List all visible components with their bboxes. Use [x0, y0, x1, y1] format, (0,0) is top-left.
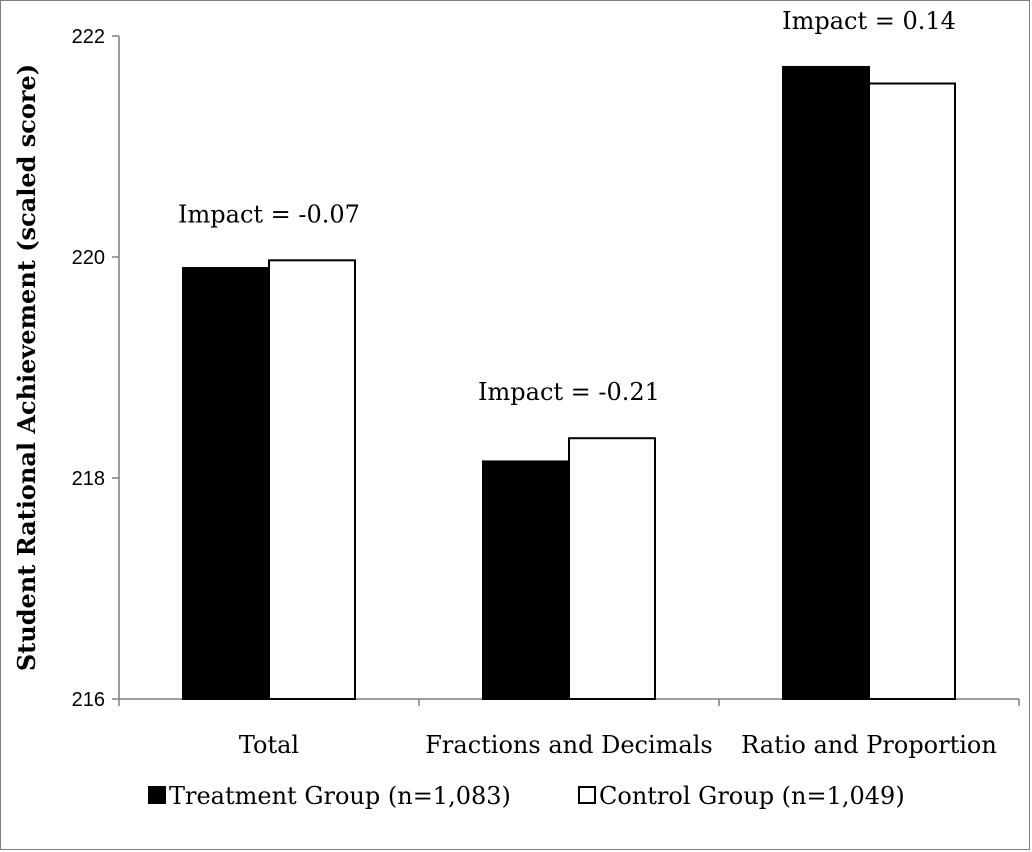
impact-annotation: Impact = -0.07	[178, 200, 360, 228]
x-tick-label: Total	[239, 731, 299, 759]
legend-swatch-control	[578, 786, 596, 804]
y-ticks: 216 218 220 222	[72, 26, 1020, 711]
bar-control	[568, 437, 656, 700]
category-labels: Total Fractions and Decimals Ratio and Pro…	[239, 731, 997, 759]
y-tick-label: 218	[72, 468, 105, 490]
x-tick-label: Fractions and Decimals	[425, 731, 712, 759]
bar-control	[268, 259, 356, 700]
bar-treatment	[482, 460, 570, 700]
legend-label-control: Control Group (n=1,049)	[599, 782, 905, 810]
bar-control	[868, 82, 956, 700]
y-tick-label: 220	[72, 247, 105, 269]
x-tick-label: Ratio and Proportion	[741, 731, 997, 759]
bars	[182, 65, 956, 700]
bar-treatment	[782, 65, 870, 700]
y-tick-label: 222	[72, 26, 105, 48]
legend: Treatment Group (n=1,083) Control Group (…	[148, 782, 905, 810]
y-axis-label: Student Rational Achievement (scaled sco…	[12, 64, 41, 671]
impact-annotation: Impact = 0.14	[782, 7, 956, 35]
y-tick-label: 216	[72, 689, 105, 711]
annotations: Impact = -0.07 Impact = -0.21 Impact = 0.1…	[178, 7, 956, 406]
bar-treatment	[182, 267, 270, 700]
impact-annotation: Impact = -0.21	[478, 378, 660, 406]
legend-swatch-treatment	[148, 786, 166, 804]
legend-label-treatment: Treatment Group (n=1,083)	[169, 782, 511, 810]
